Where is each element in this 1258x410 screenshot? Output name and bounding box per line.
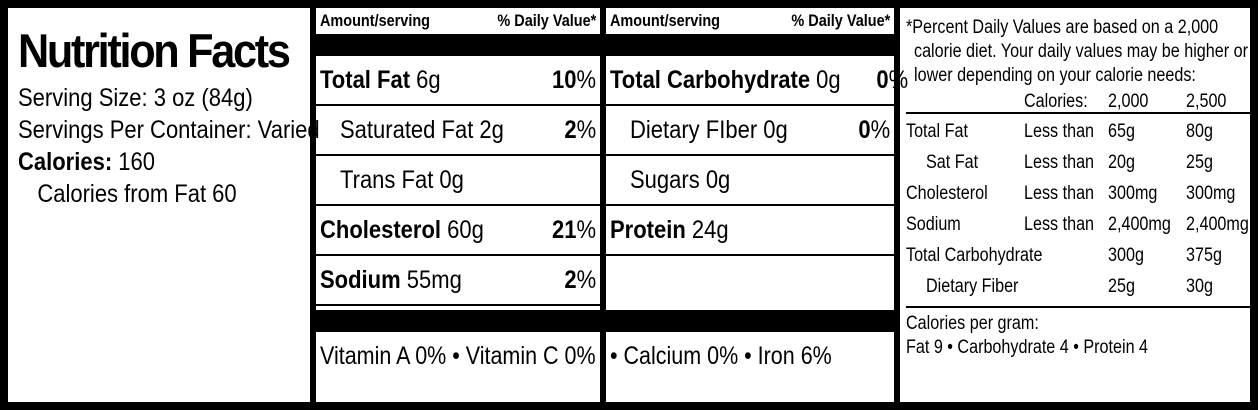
dv-value-2000: 300mg: [1108, 183, 1158, 204]
dv-value-2500: 2,400mg: [1186, 214, 1249, 235]
vitamins-left: Vitamin A 0% • Vitamin C 0%: [320, 341, 596, 370]
dv-qualifier: Less than: [1024, 152, 1095, 173]
dv-value-2500: 25g: [1186, 152, 1213, 173]
nutrient-row: Total Carbohydrate 0g 0%: [606, 56, 908, 106]
dv-table-row: Cholesterol Less than 300mg 300mg: [906, 180, 1250, 211]
empty-row: [606, 256, 894, 306]
dv-value-2000: 25g: [1108, 276, 1135, 297]
servings-per-container: Servings Per Container: Varied: [18, 116, 320, 144]
nutrient-row: Total Fat 6g 10%: [316, 56, 600, 106]
dv-table-row: Sat Fat Less than 20g 25g: [906, 149, 1250, 180]
nutrient-name: Trans Fat 0g: [340, 165, 464, 194]
nutrient-name: Saturated Fat 2g: [340, 115, 504, 144]
dv-value-2500: 80g: [1186, 121, 1213, 142]
dv-table-row: Total Carbohydrate 300g 375g: [906, 242, 1250, 273]
dv-value-2000: 300g: [1108, 245, 1144, 266]
nutrient-name: Sugars 0g: [630, 165, 731, 194]
calories-label: Calories:: [18, 148, 113, 176]
dv-table-row: Total Fat Less than 65g 80g: [906, 118, 1250, 149]
daily-value-header: % Daily Value*: [791, 11, 890, 30]
calories-per-gram: Calories per gram: Fat 9 • Carbohydrate …: [906, 313, 1149, 358]
nutrient-column-right: Amount/serving % Daily Value* Total Carb…: [600, 8, 908, 402]
nutrient-name: Dietary FIber 0g: [630, 115, 788, 144]
calories-line: Calories: 160: [18, 146, 275, 178]
header-bar: [606, 34, 894, 56]
daily-value-percent: 2%: [564, 115, 596, 144]
nutrient-row: Cholesterol 60g 21%: [316, 206, 600, 256]
dv-value-2500: 30g: [1186, 276, 1213, 297]
daily-value-percent: 0%: [858, 115, 890, 144]
column-header: Amount/serving % Daily Value*: [316, 8, 600, 34]
dv-value-2500: 375g: [1186, 245, 1222, 266]
dv-qualifier: Less than: [1024, 183, 1095, 204]
dv-table-header: Calories: 2,000 2,500: [906, 88, 1250, 114]
summary-column: Nutrition Facts Serving Size: 3 oz (84g)…: [8, 8, 320, 402]
daily-value-percent: 21%: [551, 215, 596, 244]
serving-size: Serving Size: 3 oz (84g): [18, 84, 253, 112]
dv-table-row: Sodium Less than 2,400mg 2,400mg: [906, 211, 1250, 242]
nutrient-row: Sugars 0g: [606, 156, 894, 206]
nutrient-row: Sodium 55mg 2%: [316, 256, 600, 306]
dv-nutrient: Dietary Fiber: [926, 276, 1019, 297]
vitamin-bar: [316, 310, 600, 332]
footnote-text: *Percent Daily Values are based on a 2,0…: [906, 17, 1248, 86]
vitamin-bar: [606, 310, 894, 332]
nutrient-name: Total Carbohydrate 0g: [610, 65, 841, 94]
dv-value-2500: 300mg: [1186, 183, 1236, 204]
daily-value-percent: 2%: [564, 265, 596, 294]
label-title: Nutrition Facts: [18, 24, 291, 77]
calories-from-fat: Calories from Fat 60: [37, 180, 237, 208]
nutrient-row: Saturated Fat 2g 2%: [316, 106, 600, 156]
amount-serving-header: Amount/serving: [610, 11, 720, 30]
calories-value: 160: [118, 148, 155, 176]
dv-value-2000: 2,400mg: [1108, 214, 1171, 235]
vitamins-right: • Calcium 0% • Iron 6%: [610, 341, 832, 370]
nutrient-row: Dietary FIber 0g 0%: [606, 106, 894, 156]
nutrient-row: Trans Fat 0g: [316, 156, 600, 206]
dv-qualifier: Less than: [1024, 214, 1095, 235]
header-bar: [316, 34, 600, 56]
daily-value-table: Calories: 2,000 2,500 Total Fat Less than…: [906, 88, 1250, 308]
daily-value-header: % Daily Value*: [497, 11, 596, 30]
dv-nutrient: Cholesterol: [906, 183, 988, 204]
nutrient-name: Cholesterol 60g: [320, 215, 484, 244]
dv-value-2000: 65g: [1108, 121, 1135, 142]
daily-value-footnote: *Percent Daily Values are based on a 2,0…: [894, 8, 1250, 402]
daily-value-percent: 10%: [551, 65, 596, 94]
dv-value-2000: 20g: [1108, 152, 1135, 173]
dv-nutrient: Total Fat: [906, 121, 968, 142]
nutrient-name: Sodium 55mg: [320, 265, 462, 294]
nutrient-name: Protein 24g: [610, 215, 729, 244]
dv-qualifier: Less than: [1024, 121, 1095, 142]
nutrient-column-left: Amount/serving % Daily Value* Total Fat …: [310, 8, 600, 402]
dv-nutrient: Total Carbohydrate: [906, 245, 1043, 266]
dv-nutrient: Sat Fat: [926, 152, 979, 173]
nutrient-row: Protein 24g: [606, 206, 894, 256]
column-header: Amount/serving % Daily Value*: [606, 8, 894, 34]
dv-nutrient: Sodium: [906, 214, 961, 235]
amount-serving-header: Amount/serving: [320, 11, 430, 30]
dv-table-row: Dietary Fiber 25g 30g: [906, 273, 1250, 308]
nutrient-name: Total Fat 6g: [320, 65, 441, 94]
